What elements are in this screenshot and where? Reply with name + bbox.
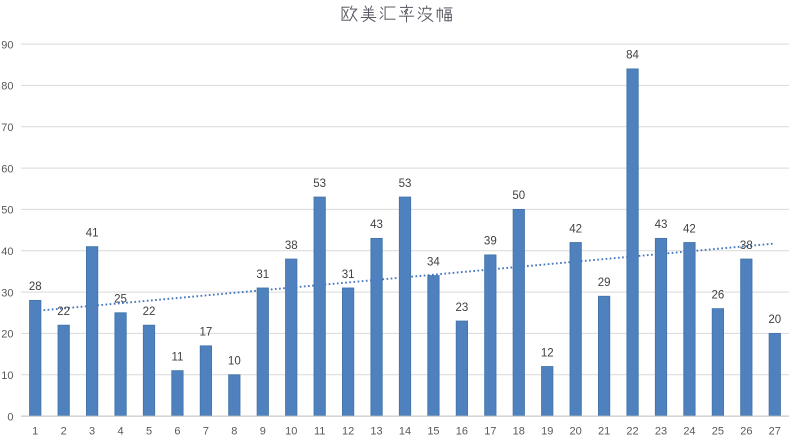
svg-text:80: 80 bbox=[1, 81, 13, 93]
svg-text:15: 15 bbox=[427, 426, 439, 438]
svg-text:9: 9 bbox=[260, 426, 266, 438]
svg-text:23: 23 bbox=[455, 302, 468, 314]
svg-text:30: 30 bbox=[1, 287, 13, 299]
svg-text:7: 7 bbox=[203, 426, 209, 438]
svg-text:23: 23 bbox=[655, 426, 667, 438]
svg-text:21: 21 bbox=[598, 426, 610, 438]
svg-text:10: 10 bbox=[285, 426, 297, 438]
svg-text:4: 4 bbox=[117, 426, 123, 438]
svg-text:0: 0 bbox=[7, 411, 13, 423]
svg-text:13: 13 bbox=[370, 426, 382, 438]
svg-text:20: 20 bbox=[1, 329, 13, 341]
svg-text:53: 53 bbox=[399, 178, 412, 190]
svg-text:31: 31 bbox=[342, 269, 355, 281]
svg-text:5: 5 bbox=[146, 426, 152, 438]
svg-text:28: 28 bbox=[29, 281, 42, 293]
svg-text:22: 22 bbox=[626, 426, 638, 438]
svg-text:41: 41 bbox=[86, 227, 99, 239]
svg-text:14: 14 bbox=[399, 426, 411, 438]
svg-text:39: 39 bbox=[484, 236, 497, 248]
svg-text:1: 1 bbox=[32, 426, 38, 438]
svg-text:38: 38 bbox=[740, 240, 753, 252]
svg-text:10: 10 bbox=[228, 356, 241, 368]
svg-text:38: 38 bbox=[285, 240, 298, 252]
svg-text:18: 18 bbox=[513, 426, 525, 438]
svg-text:34: 34 bbox=[427, 256, 440, 268]
svg-text:25: 25 bbox=[114, 294, 127, 306]
svg-text:26: 26 bbox=[711, 289, 724, 301]
svg-text:22: 22 bbox=[57, 306, 70, 318]
svg-text:40: 40 bbox=[1, 246, 13, 258]
svg-text:43: 43 bbox=[370, 219, 383, 231]
svg-text:50: 50 bbox=[1, 205, 13, 217]
svg-text:20: 20 bbox=[570, 426, 582, 438]
svg-text:17: 17 bbox=[199, 327, 212, 339]
svg-text:43: 43 bbox=[655, 219, 668, 231]
svg-text:2: 2 bbox=[61, 426, 67, 438]
svg-text:22: 22 bbox=[143, 306, 156, 318]
svg-text:60: 60 bbox=[1, 163, 13, 175]
svg-text:27: 27 bbox=[769, 426, 781, 438]
svg-text:24: 24 bbox=[683, 426, 695, 438]
svg-text:12: 12 bbox=[342, 426, 354, 438]
svg-text:25: 25 bbox=[712, 426, 724, 438]
svg-text:70: 70 bbox=[1, 122, 13, 134]
svg-text:16: 16 bbox=[456, 426, 468, 438]
svg-text:11: 11 bbox=[314, 426, 325, 438]
svg-text:29: 29 bbox=[598, 277, 611, 289]
svg-text:8: 8 bbox=[231, 426, 237, 438]
svg-text:3: 3 bbox=[89, 426, 95, 438]
svg-text:11: 11 bbox=[171, 351, 183, 363]
svg-text:17: 17 bbox=[484, 426, 496, 438]
svg-text:90: 90 bbox=[1, 39, 13, 51]
svg-text:20: 20 bbox=[768, 314, 781, 326]
svg-text:10: 10 bbox=[1, 370, 13, 382]
svg-text:84: 84 bbox=[626, 50, 639, 62]
svg-text:50: 50 bbox=[512, 190, 525, 202]
svg-text:19: 19 bbox=[541, 426, 553, 438]
svg-text:26: 26 bbox=[740, 426, 752, 438]
svg-text:42: 42 bbox=[683, 223, 696, 235]
svg-text:42: 42 bbox=[569, 223, 582, 235]
svg-text:12: 12 bbox=[541, 347, 554, 359]
svg-text:31: 31 bbox=[256, 269, 269, 281]
svg-text:6: 6 bbox=[174, 426, 180, 438]
svg-text:53: 53 bbox=[313, 178, 326, 190]
